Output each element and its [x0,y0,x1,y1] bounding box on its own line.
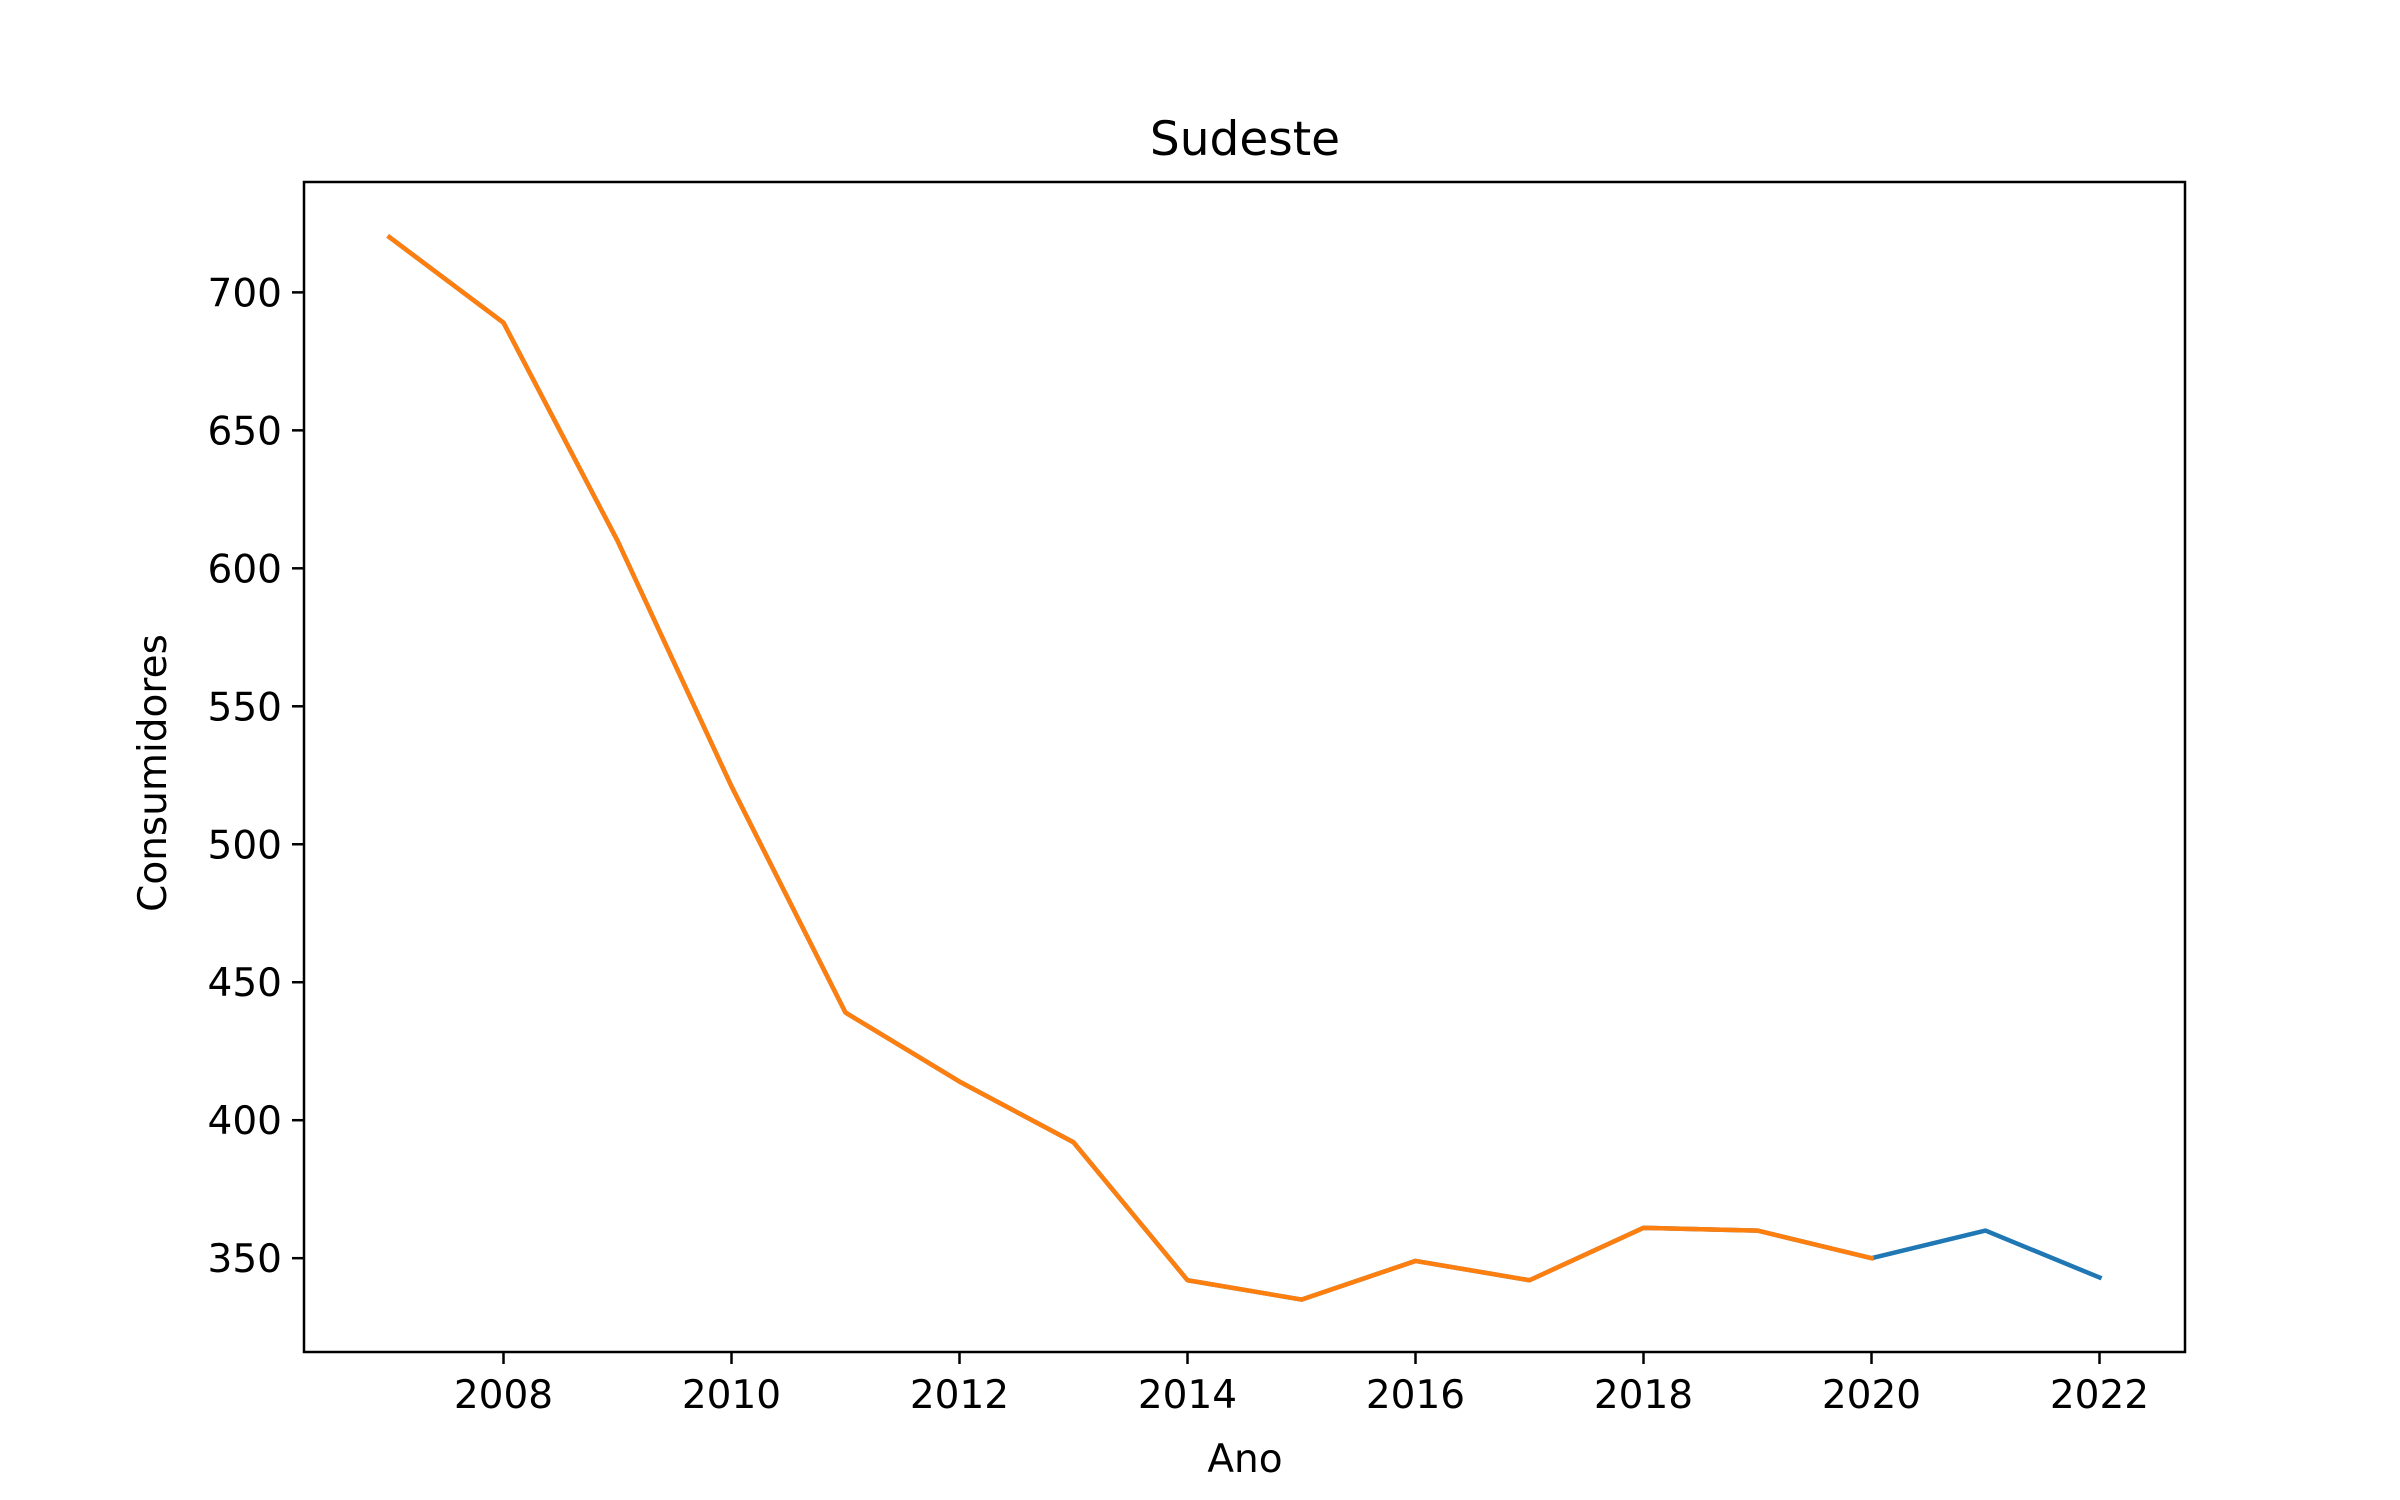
plot-frame [302,180,2187,1354]
x-axis-title: Ano [1207,1437,1282,1482]
series-line-2 [386,234,1875,1302]
x-tick-label: 2012 [910,1373,1009,1418]
y-tick-label: 550 [208,685,282,730]
y-axis-title: Consumidores [131,634,176,912]
series-layer [386,234,2103,1302]
x-tick-label: 2010 [682,1373,781,1418]
x-tick-label: 2008 [454,1373,553,1418]
y-tick-label: 350 [208,1237,282,1282]
y-tick-label: 450 [208,961,282,1006]
x-tick-label: 2022 [2050,1373,2149,1418]
y-tick-label: 600 [208,547,282,592]
x-tick-label: 2016 [1366,1373,1465,1418]
y-axis-ticks: 350 400 450 500 550 600 650 700 [208,271,304,1282]
y-tick-label: 700 [208,271,282,316]
x-tick-label: 2018 [1594,1373,1693,1418]
y-tick-label: 650 [208,409,282,454]
chart-title: Sudeste [1150,112,1340,167]
y-tick-label: 400 [208,1099,282,1144]
x-axis-ticks: 2008 2010 2012 2014 2016 2018 2020 2022 [454,1352,2149,1418]
y-tick-label: 500 [208,823,282,868]
x-tick-label: 2020 [1822,1373,1921,1418]
x-tick-label: 2014 [1138,1373,1237,1418]
